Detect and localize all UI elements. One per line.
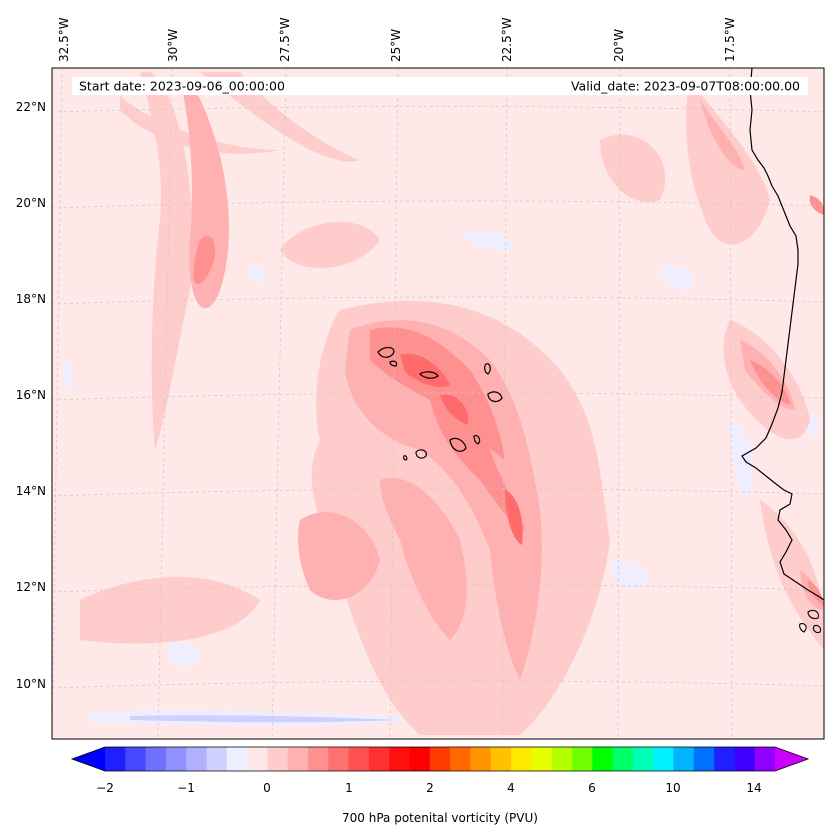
bijagos-islands <box>799 609 822 634</box>
colorbar-cell <box>470 747 492 771</box>
colorbar-cell <box>632 747 654 771</box>
colorbar-cell <box>186 747 208 771</box>
lat-label: 12°N <box>16 580 46 594</box>
colorbar-outline <box>70 746 810 772</box>
colorbar-cell <box>145 747 167 771</box>
start-date-label: Start date: 2023-09-06_00:00:00 <box>79 79 285 94</box>
lat-label: 18°N <box>16 292 46 306</box>
colorbar-tick-label: 0 <box>263 781 271 795</box>
colorbar-tick-label: 4 <box>507 781 515 795</box>
colorbar-min-extension <box>72 747 105 771</box>
colorbar-max-extension <box>775 747 808 771</box>
colorbar-cell <box>105 747 126 771</box>
colorbar-cell <box>653 747 675 771</box>
colorbar-cell <box>429 747 451 771</box>
lat-label: 20°N <box>16 196 46 210</box>
colorbar-cell <box>389 747 411 771</box>
colorbar-cell <box>612 747 634 771</box>
map-frame <box>51 67 825 740</box>
lon-label: 17.5°W <box>723 17 737 62</box>
colorbar-cell <box>267 747 289 771</box>
colorbar-cell <box>348 747 370 771</box>
colorbar-cell <box>571 747 593 771</box>
lat-label: 22°N <box>16 100 46 114</box>
colorbar: −2 −1 0 1 2 4 6 10 14 700 hPa potenital … <box>70 746 810 825</box>
colorbar-cell <box>693 747 715 771</box>
lon-label: 22.5°W <box>500 17 514 62</box>
colorbar-cell <box>673 747 695 771</box>
valid-date-label: Valid_date: 2023-09-07T08:00:00.00 <box>571 79 800 94</box>
colorbar-cell <box>409 747 431 771</box>
colorbar-cell <box>247 747 269 771</box>
longitude-labels: 32.5°W 30°W 27.5°W 25°W 22.5°W 20°W 17.5… <box>57 17 737 62</box>
colorbar-cell <box>551 747 573 771</box>
colorbar-tick-label: 1 <box>345 781 353 795</box>
negative-pv-streak <box>130 715 400 723</box>
lon-label: 25°W <box>389 29 403 62</box>
colorbar-tick-label: 2 <box>426 781 434 795</box>
colorbar-tick-label: 6 <box>588 781 596 795</box>
colorbar-cell <box>328 747 350 771</box>
lat-label: 14°N <box>16 484 46 498</box>
latitude-labels: 22°N 20°N 18°N 16°N 14°N 12°N 10°N <box>16 100 46 691</box>
colorbar-ticks: −2 −1 0 1 2 4 6 10 14 <box>96 781 761 795</box>
lat-label: 16°N <box>16 388 46 402</box>
colorbar-cell <box>125 747 147 771</box>
colorbar-tick-label: −1 <box>177 781 195 795</box>
colorbar-cell <box>368 747 390 771</box>
date-header-box <box>72 77 808 95</box>
pv-field <box>52 68 824 739</box>
colorbar-cell <box>206 747 228 771</box>
colorbar-cell <box>226 747 248 771</box>
colorbar-cell <box>308 747 329 771</box>
colorbar-cell <box>734 747 756 771</box>
colorbar-cell <box>592 747 614 771</box>
colorbar-tick-label: −2 <box>96 781 114 795</box>
colorbar-tick-label: 14 <box>746 781 761 795</box>
colorbar-label: 700 hPa potenital vorticity (PVU) <box>342 811 538 825</box>
lon-label: 27.5°W <box>278 17 292 62</box>
colorbar-cell <box>450 747 472 771</box>
lon-label: 32.5°W <box>57 17 71 62</box>
pv-level-4 <box>400 354 523 545</box>
lon-label: 20°W <box>612 29 626 62</box>
africa-coastline <box>741 68 824 601</box>
colorbar-cell <box>287 747 309 771</box>
colorbar-tick-label: 10 <box>665 781 680 795</box>
colorbar-cells <box>105 747 776 771</box>
colorbar-cell <box>165 747 187 771</box>
colorbar-cell <box>754 747 776 771</box>
colorbar-cell <box>511 747 532 771</box>
graticule <box>52 68 824 739</box>
cape-verde-islands <box>377 346 503 461</box>
colorbar-cell <box>531 747 553 771</box>
pv-level-1 <box>80 72 824 735</box>
colorbar-cell <box>714 747 735 771</box>
colorbar-cell <box>490 747 512 771</box>
lon-label: 30°W <box>166 29 180 62</box>
lat-label: 10°N <box>16 677 46 691</box>
